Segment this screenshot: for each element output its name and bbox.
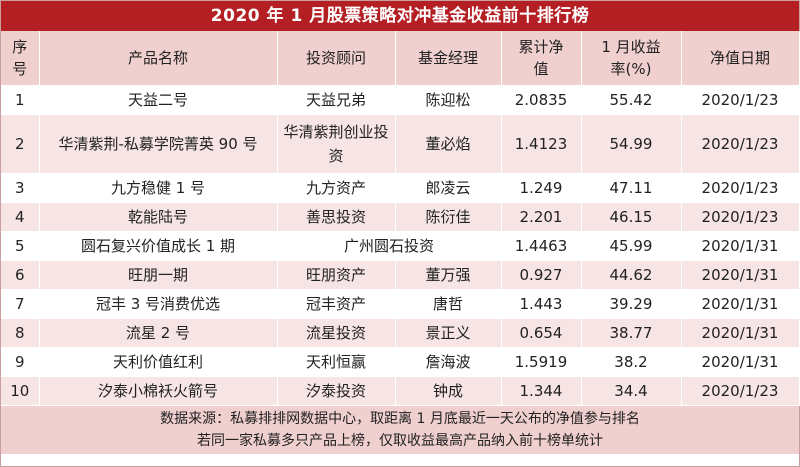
cell-return: 55.42	[581, 85, 682, 115]
cell-product: 汐泰小棉袄火箭号	[39, 376, 278, 406]
table-row: 10 汐泰小棉袄火箭号 汐泰投资 钟成 1.344 34.4 2020/1/23	[1, 376, 800, 406]
cell-nav: 1.344	[501, 376, 582, 406]
cell-advisor: 天利恒赢	[277, 347, 396, 377]
cell-product: 冠丰 3 号消费优选	[39, 289, 278, 319]
cell-return: 54.99	[581, 114, 682, 174]
cell-nav: 2.201	[501, 202, 582, 232]
header-product: 产品名称	[39, 31, 278, 86]
cell-date: 2020/1/31	[681, 318, 800, 348]
cell-manager: 景正义	[395, 318, 502, 348]
cell-date: 2020/1/31	[681, 289, 800, 319]
cell-advisor: 旺朋资产	[277, 260, 396, 290]
cell-product: 九方稳健 1 号	[39, 173, 278, 203]
cell-date: 2020/1/23	[681, 376, 800, 406]
cell-no: 2	[1, 114, 40, 174]
footer-rule-note: 若同一家私募多只产品上榜，仅取收益最高产品纳入前十榜单统计	[197, 433, 603, 449]
cell-advisor: 天益兄弟	[277, 85, 396, 115]
cell-date: 2020/1/31	[681, 347, 800, 377]
table-row: 9 天利价值红利 天利恒赢 詹海波 1.5919 38.2 2020/1/31	[1, 347, 800, 377]
cell-date: 2020/1/23	[681, 173, 800, 203]
cell-nav: 1.5919	[501, 347, 582, 377]
cell-date: 2020/1/23	[681, 114, 800, 174]
cell-no: 3	[1, 173, 40, 203]
cell-nav: 1.249	[501, 173, 582, 203]
cell-manager: 董必焰	[395, 114, 502, 174]
cell-advisor: 冠丰资产	[277, 289, 396, 319]
cell-no: 6	[1, 260, 40, 290]
cell-manager: 唐哲	[395, 289, 502, 319]
footer-source-note: 数据来源：私募排排网数据中心，取距离 1 月底最近一天公布的净值参与排名	[160, 411, 640, 427]
cell-product: 天益二号	[39, 85, 278, 115]
header-return: 1 月收益率(%)	[581, 31, 682, 86]
cell-manager: 陈迎松	[395, 85, 502, 115]
cell-manager: 钟成	[395, 376, 502, 406]
table-row: 7 冠丰 3 号消费优选 冠丰资产 唐哲 1.443 39.29 2020/1/31	[1, 289, 800, 319]
cell-advisor: 流星投资	[277, 318, 396, 348]
cell-manager: 董万强	[395, 260, 502, 290]
header-manager: 基金经理	[395, 31, 502, 86]
cell-product: 流星 2 号	[39, 318, 278, 348]
cell-no: 9	[1, 347, 40, 377]
table-title: 2020 年 1 月股票策略对冲基金收益前十排行榜	[1, 1, 799, 31]
cell-return: 34.4	[581, 376, 682, 406]
cell-no: 1	[1, 85, 40, 115]
cell-manager: 陈衍佳	[395, 202, 502, 232]
cell-manager: 郎凌云	[395, 173, 502, 203]
table-row: 2 华清紫荆-私募学院菁英 90 号华清紫荆创业投资 董必焰 1.4123 54.99 2…	[1, 114, 800, 174]
cell-no: 4	[1, 202, 40, 232]
table-row: 1 天益二号 天益兄弟 陈迎松 2.0835 55.42 2020/1/23	[1, 85, 800, 115]
cell-date: 2020/1/23	[681, 202, 800, 232]
cell-nav: 0.654	[501, 318, 582, 348]
cell-advisor: 九方资产	[277, 173, 396, 203]
table-row: 5 圆石复兴价值成长 1 期广州圆石投资 1.4463 45.99 2020/1/31	[1, 231, 800, 261]
cell-advisor: 善思投资	[277, 202, 396, 232]
cell-nav: 1.4123	[501, 114, 582, 174]
cell-nav: 0.927	[501, 260, 582, 290]
cell-product: 圆石复兴价值成长 1 期	[39, 231, 278, 261]
table-row: 3 九方稳健 1 号九方资产 郎凌云 1.249 47.11 2020/1/23	[1, 173, 800, 203]
cell-no: 5	[1, 231, 40, 261]
cell-no: 7	[1, 289, 40, 319]
cell-advisor: 汐泰投资	[277, 376, 396, 406]
cell-return: 38.2	[581, 347, 682, 377]
table-body: 1 天益二号 天益兄弟 陈迎松 2.0835 55.42 2020/1/23 2 华清紫荆-私募…	[1, 85, 800, 406]
cell-advisor: 华清紫荆创业投资	[277, 114, 396, 174]
table-footer: 数据来源：私募排排网数据中心，取距离 1 月底最近一天公布的净值参与排名 若同一…	[1, 406, 799, 454]
cell-date: 2020/1/31	[681, 260, 800, 290]
cell-return: 44.62	[581, 260, 682, 290]
cell-nav: 1.4463	[501, 231, 582, 261]
header-advisor: 投资顾问	[277, 31, 396, 86]
cell-return: 39.29	[581, 289, 682, 319]
table-row: 4 乾能陆号 善思投资 陈衍佳 2.201 46.15 2020/1/23	[1, 202, 800, 232]
cell-date: 2020/1/23	[681, 85, 800, 115]
cell-nav: 2.0835	[501, 85, 582, 115]
cell-return: 46.15	[581, 202, 682, 232]
cell-return: 38.77	[581, 318, 682, 348]
header-date: 净值日期	[681, 31, 800, 86]
cell-product: 旺朋一期	[39, 260, 278, 290]
cell-product: 乾能陆号	[39, 202, 278, 232]
cell-manager: 詹海波	[395, 347, 502, 377]
header-no: 序号	[1, 31, 40, 86]
header-row: 序号 产品名称 投资顾问 基金经理 累计净值 1 月收益率(%) 净值日期	[1, 31, 800, 86]
table-row: 6 旺朋一期 旺朋资产 董万强 0.927 44.62 2020/1/31	[1, 260, 800, 290]
cell-product: 华清紫荆-私募学院菁英 90 号	[39, 114, 278, 174]
cell-advisor: 广州圆石投资	[277, 231, 502, 261]
header-nav: 累计净值	[501, 31, 582, 86]
cell-nav: 1.443	[501, 289, 582, 319]
table-row: 8 流星 2 号流星投资 景正义 0.654 38.77 2020/1/31	[1, 318, 800, 348]
cell-date: 2020/1/31	[681, 231, 800, 261]
cell-no: 8	[1, 318, 40, 348]
cell-product: 天利价值红利	[39, 347, 278, 377]
cell-no: 10	[1, 376, 40, 406]
cell-return: 47.11	[581, 173, 682, 203]
cell-return: 45.99	[581, 231, 682, 261]
